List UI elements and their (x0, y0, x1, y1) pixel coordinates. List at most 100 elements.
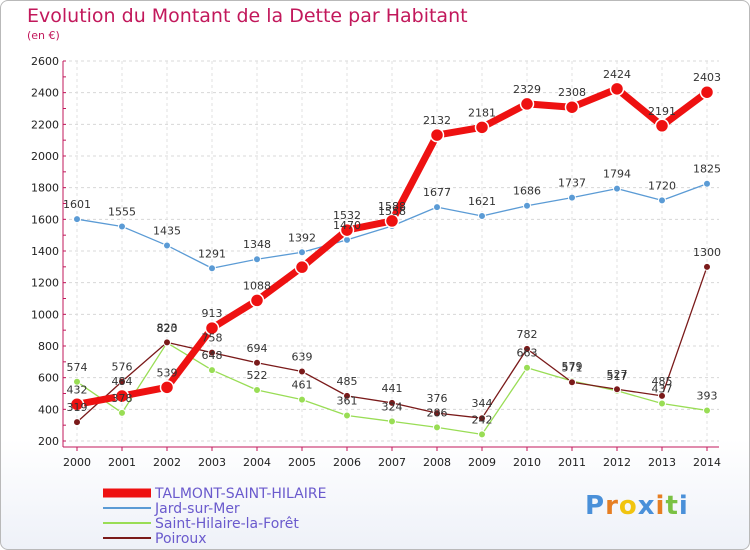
data-point (388, 398, 396, 407)
data-label: 527 (607, 368, 628, 381)
data-label: 574 (67, 361, 88, 374)
data-label: 758 (202, 332, 223, 345)
y-tick-label: 400 (38, 403, 59, 416)
data-point (658, 196, 666, 205)
data-point (613, 385, 621, 394)
data-label: 694 (247, 342, 268, 355)
logo-letter: i (655, 491, 666, 521)
data-label: 485 (337, 375, 358, 388)
data-point (699, 84, 715, 100)
y-tick-label: 600 (38, 372, 59, 385)
data-point (204, 320, 220, 336)
chart-title: Evolution du Montant de la Dette par Hab… (27, 5, 468, 27)
data-point (474, 120, 490, 135)
data-label: 782 (517, 328, 538, 341)
data-label: 1677 (423, 186, 451, 199)
data-label: 571 (562, 361, 583, 374)
logo-letter: x (637, 491, 656, 521)
data-label: 1601 (63, 198, 91, 211)
data-point (298, 367, 306, 376)
data-point (253, 255, 261, 264)
data-point (519, 96, 535, 112)
data-point (658, 391, 666, 400)
logo-letter: o (618, 491, 638, 521)
data-label: 437 (652, 382, 673, 395)
data-label: 1291 (198, 247, 226, 260)
data-point (478, 212, 486, 221)
data-point (388, 417, 396, 426)
data-label: 1588 (378, 200, 406, 213)
data-point (564, 99, 580, 115)
data-label: 485 (652, 375, 673, 388)
data-label: 2329 (513, 83, 541, 96)
data-point (69, 397, 85, 412)
data-point (658, 399, 666, 408)
data-point (613, 184, 621, 193)
y-tick-label: 2200 (31, 118, 59, 131)
data-label: 1720 (648, 179, 676, 192)
data-point (73, 215, 81, 224)
data-label: 522 (247, 369, 268, 382)
data-point (163, 338, 171, 347)
data-point (433, 203, 441, 212)
legend-label: Poiroux (155, 531, 207, 547)
data-point (478, 414, 486, 423)
data-label: 913 (202, 307, 223, 320)
data-point (343, 411, 351, 420)
data-label: 663 (517, 347, 538, 360)
data-label: 2181 (468, 106, 496, 119)
y-tick-label: 1600 (31, 213, 59, 226)
x-tick-label: 2006 (333, 456, 361, 469)
logo-letter: P (585, 491, 606, 521)
data-label: 539 (157, 366, 178, 379)
data-point (654, 118, 670, 134)
data-label: 1300 (693, 246, 721, 259)
data-point (114, 388, 130, 404)
x-tick-label: 2004 (243, 456, 271, 469)
y-tick-label: 2000 (31, 150, 59, 163)
data-point (429, 127, 445, 143)
data-label: 1686 (513, 185, 541, 198)
x-tick-label: 2011 (558, 456, 586, 469)
data-label: 1435 (153, 224, 181, 237)
data-point (294, 259, 310, 275)
data-point (523, 363, 531, 372)
data-point (208, 348, 216, 357)
data-label: 1392 (288, 231, 316, 244)
logo-letter: r (605, 491, 619, 521)
data-label: 579 (562, 360, 583, 373)
x-tick-label: 2010 (513, 456, 541, 469)
x-tick-label: 2012 (603, 456, 631, 469)
data-label: 2424 (603, 68, 631, 81)
data-point (609, 81, 625, 97)
data-label: 441 (382, 382, 403, 395)
data-label: 1794 (603, 168, 631, 181)
data-point (339, 222, 355, 238)
data-point (523, 344, 531, 353)
y-tick-label: 200 (38, 435, 59, 448)
data-label: 361 (337, 395, 358, 408)
legend-label: Saint-Hilaire-la-Forêt (155, 516, 299, 532)
data-point (433, 423, 441, 432)
data-label: 286 (427, 406, 448, 419)
data-label: 1348 (243, 238, 271, 251)
data-label: 1737 (558, 177, 586, 190)
proxiti-logo: Proxiti (585, 491, 689, 521)
data-label: 823 (157, 321, 178, 334)
data-label: 378 (112, 392, 133, 405)
data-label: 1470 (333, 219, 361, 232)
data-point (384, 213, 400, 229)
x-tick-label: 2005 (288, 456, 316, 469)
x-tick-label: 2008 (423, 456, 451, 469)
data-point (118, 222, 126, 231)
data-label: 393 (697, 389, 718, 402)
data-point (118, 377, 126, 386)
data-label: 344 (472, 397, 493, 410)
data-point (703, 262, 711, 271)
x-tick-label: 2003 (198, 456, 226, 469)
legend-label: TALMONT-SAINT-HILAIRE (154, 486, 326, 502)
y-tick-label: 2600 (31, 55, 59, 68)
data-label: 648 (202, 349, 223, 362)
